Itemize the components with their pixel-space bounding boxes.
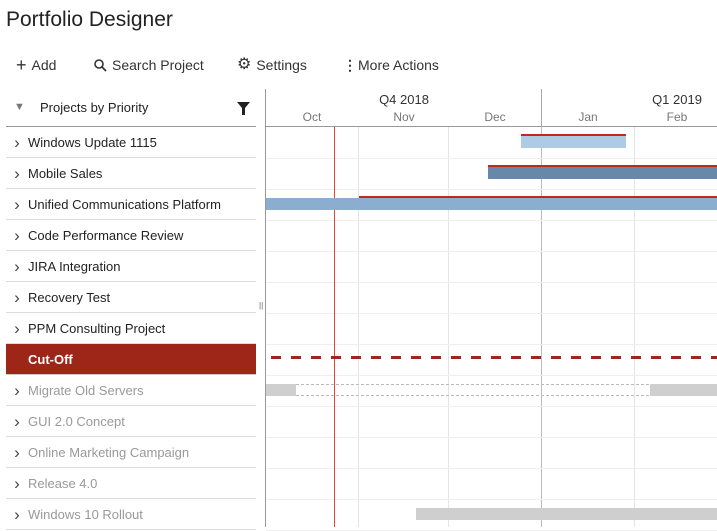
- month-label: Nov: [393, 110, 415, 124]
- project-row[interactable]: › Recovery Test: [6, 282, 256, 313]
- project-name: Windows Update 1115: [28, 134, 157, 150]
- chevron-right-icon[interactable]: ›: [14, 380, 20, 400]
- chevron-right-icon[interactable]: ›: [14, 442, 20, 462]
- collapse-triangle-icon[interactable]: ▼: [14, 101, 25, 113]
- more-vertical-icon: ⋮: [343, 57, 357, 73]
- row-gridline: [266, 189, 717, 190]
- group-header: ▼ Projects by Priority: [6, 89, 256, 127]
- row-gridline: [266, 468, 717, 469]
- project-name: Recovery Test: [28, 289, 111, 305]
- chevron-right-icon[interactable]: ›: [14, 318, 20, 338]
- cutoff-row[interactable]: Cut-Off: [6, 344, 256, 375]
- row-gridline: [266, 406, 717, 407]
- search-project-button[interactable]: Search Project: [94, 56, 204, 74]
- month-gridline: [448, 127, 449, 527]
- row-gridline: [266, 282, 717, 283]
- chevron-right-icon[interactable]: ›: [14, 225, 20, 245]
- project-row[interactable]: › Migrate Old Servers: [6, 375, 256, 406]
- project-name: Windows 10 Rollout: [28, 506, 143, 522]
- row-gridline: [266, 344, 717, 345]
- gantt-bar-unified-communications[interactable]: [266, 198, 717, 210]
- project-name: Mobile Sales: [28, 165, 103, 181]
- project-name: PPM Consulting Project: [28, 320, 166, 336]
- project-row[interactable]: › Windows 10 Rollout: [6, 499, 256, 530]
- month-label: Feb: [666, 110, 688, 124]
- project-name: Code Performance Review: [28, 227, 184, 243]
- gantt-bar-windows-update[interactable]: [521, 136, 626, 148]
- row-gridline: [266, 499, 717, 500]
- gantt-chart: Q4 2018 Q1 2019 Oct Nov Dec Jan Feb: [266, 89, 717, 531]
- gantt-bar-migrate-old-servers-end[interactable]: [650, 384, 717, 396]
- row-gridline: [266, 375, 717, 376]
- quarter-gridline: [541, 127, 542, 527]
- project-name: Release 4.0: [28, 475, 98, 491]
- month-gridline: [358, 127, 359, 527]
- critical-path-line: [359, 196, 717, 198]
- project-name: Migrate Old Servers: [28, 382, 144, 398]
- gantt-bar-mobile-sales[interactable]: [488, 167, 717, 179]
- project-row[interactable]: › Unified Communications Platform: [6, 189, 256, 220]
- quarter-label: Q1 2019: [652, 92, 702, 107]
- critical-path-line: [488, 165, 717, 167]
- chevron-right-icon[interactable]: ›: [14, 504, 20, 524]
- today-line: [334, 127, 335, 527]
- row-gridline: [266, 437, 717, 438]
- project-row[interactable]: › JIRA Integration: [6, 251, 256, 282]
- gear-icon: ⚙: [237, 56, 252, 73]
- chevron-right-icon[interactable]: ›: [14, 132, 20, 152]
- project-name: GUI 2.0 Concept: [28, 413, 125, 429]
- project-row[interactable]: › Online Marketing Campaign: [6, 437, 256, 468]
- add-button[interactable]: + Add: [16, 55, 57, 75]
- filter-icon[interactable]: [237, 102, 250, 115]
- timeline-header: Q4 2018 Q1 2019 Oct Nov Dec Jan Feb: [266, 89, 717, 127]
- splitter-grip-icon[interactable]: ||: [259, 301, 264, 310]
- project-name: Online Marketing Campaign: [28, 444, 190, 460]
- quarter-label: Q4 2018: [379, 92, 429, 107]
- plus-icon: +: [16, 55, 27, 75]
- project-row[interactable]: › PPM Consulting Project: [6, 313, 256, 344]
- chevron-right-icon[interactable]: ›: [14, 194, 20, 214]
- row-gridline: [266, 220, 717, 221]
- gantt-bar-gap-outline: [296, 384, 649, 396]
- project-row[interactable]: › Mobile Sales: [6, 158, 256, 189]
- chevron-right-icon[interactable]: ›: [14, 287, 20, 307]
- chevron-right-icon[interactable]: ›: [14, 411, 20, 431]
- chevron-right-icon[interactable]: ›: [14, 163, 20, 183]
- cutoff-line: [271, 356, 717, 359]
- settings-button[interactable]: ⚙ Settings: [237, 56, 307, 73]
- project-name: Unified Communications Platform: [28, 196, 221, 212]
- panel-splitter[interactable]: [265, 89, 266, 527]
- project-row[interactable]: › GUI 2.0 Concept: [6, 406, 256, 437]
- group-label: Projects by Priority: [40, 100, 149, 115]
- search-icon: [94, 58, 107, 72]
- quarter-divider: [541, 89, 542, 127]
- gantt-bar-migrate-old-servers[interactable]: [266, 384, 296, 396]
- project-list: ▼ Projects by Priority › Windows Update 1…: [6, 89, 256, 530]
- row-gridline: [266, 251, 717, 252]
- month-label: Dec: [484, 110, 506, 124]
- app-title: Portfolio Designer: [6, 8, 173, 31]
- more-actions-button[interactable]: ⋮ More Actions: [343, 57, 439, 73]
- month-label: Oct: [302, 110, 322, 124]
- chevron-right-icon[interactable]: ›: [14, 473, 20, 493]
- month-gridline: [634, 127, 635, 527]
- gantt-bar-windows-10-rollout[interactable]: [416, 508, 717, 520]
- project-name: Cut-Off: [28, 351, 73, 367]
- critical-path-line: [521, 134, 626, 136]
- project-row[interactable]: › Windows Update 1115: [6, 127, 256, 158]
- row-gridline: [266, 313, 717, 314]
- chevron-right-icon[interactable]: ›: [14, 256, 20, 276]
- project-row[interactable]: › Release 4.0: [6, 468, 256, 499]
- project-name: JIRA Integration: [28, 258, 121, 274]
- project-row[interactable]: › Code Performance Review: [6, 220, 256, 251]
- month-label: Jan: [578, 110, 598, 124]
- row-gridline: [266, 158, 717, 159]
